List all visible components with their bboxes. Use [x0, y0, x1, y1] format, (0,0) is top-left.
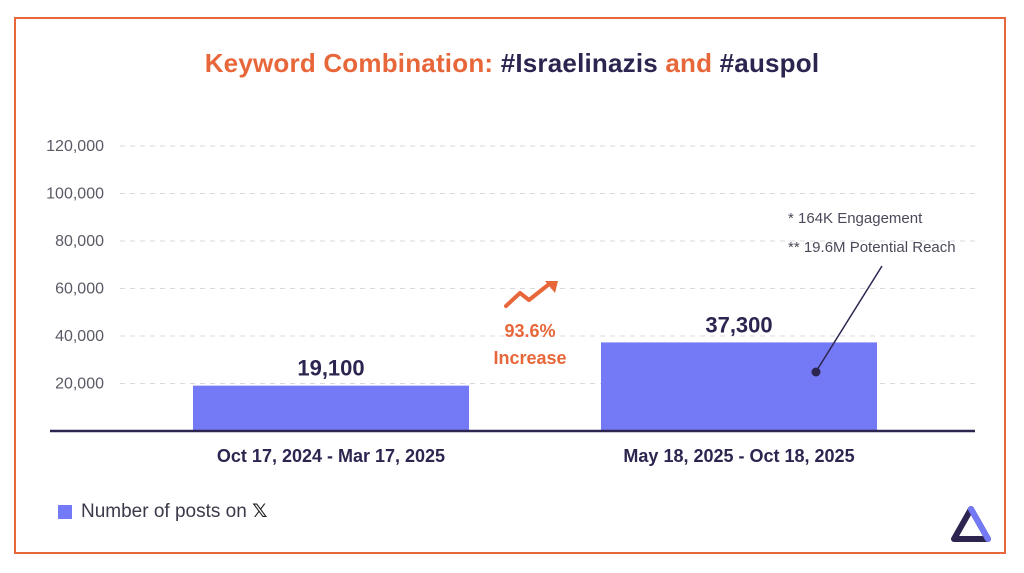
note-pointer-dot: [811, 367, 821, 377]
bar: [601, 342, 877, 431]
triangle-logo-icon: [951, 506, 991, 542]
chart-title: Keyword Combination: #Israelinazis and #…: [0, 48, 1024, 79]
y-tick-label: 100,000: [46, 186, 104, 203]
legend-swatch: [58, 504, 72, 519]
note-pointer-line: [816, 265, 883, 371]
engagement-note: * 164K Engagement: [788, 210, 923, 227]
legend-label: Number of posts on 𝕏: [81, 500, 267, 523]
bar: [193, 385, 469, 431]
x-logo-icon: 𝕏: [252, 500, 268, 522]
y-tick-label: 40,000: [55, 328, 104, 345]
title-keyword-1: #Israelinazis: [500, 48, 658, 78]
y-tick-label: 120,000: [46, 138, 104, 155]
x-tick-label: May 18, 2025 - Oct 18, 2025: [623, 446, 854, 466]
bar-value-label: 37,300: [705, 312, 772, 337]
x-tick-label: Oct 17, 2024 - Mar 17, 2025: [217, 446, 445, 466]
y-tick-label: 60,000: [55, 281, 104, 298]
increase-label: Increase: [493, 348, 566, 368]
title-prefix: Keyword Combination:: [204, 48, 501, 78]
y-axis-ticks: 20,000 40,000 60,000 80,000 100,000 120,000: [46, 138, 104, 393]
legend-text: Number of posts on: [81, 501, 253, 522]
bar-value-label: 19,100: [297, 356, 364, 381]
legend: Number of posts on 𝕏: [58, 500, 267, 523]
y-tick-label: 20,000: [55, 376, 104, 393]
reach-note: ** 19.6M Potential Reach: [788, 239, 956, 256]
trend-up-arrow-icon: [504, 281, 558, 308]
increase-percent: 93.6%: [504, 321, 555, 341]
title-keyword-2: #auspol: [719, 48, 820, 78]
bars: [193, 342, 877, 431]
bar-value-labels: 19,100 37,300: [297, 312, 772, 380]
x-axis-labels: Oct 17, 2024 - Mar 17, 2025 May 18, 2025 …: [217, 446, 855, 466]
chart-frame: [14, 17, 1006, 554]
title-joiner: and: [657, 48, 720, 78]
y-tick-label: 80,000: [55, 233, 104, 250]
